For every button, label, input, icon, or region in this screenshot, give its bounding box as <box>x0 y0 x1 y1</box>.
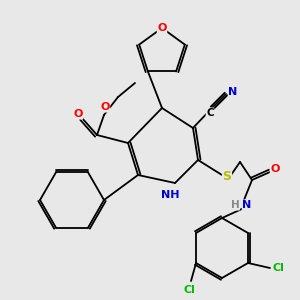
Text: O: O <box>100 102 110 112</box>
Text: N: N <box>242 200 252 210</box>
Text: N: N <box>228 87 238 97</box>
Text: C: C <box>206 108 214 118</box>
Text: H: H <box>231 200 239 210</box>
Text: O: O <box>157 23 167 33</box>
Text: S: S <box>223 170 232 184</box>
Text: O: O <box>270 164 280 174</box>
Text: Cl: Cl <box>183 285 195 295</box>
Text: NH: NH <box>161 190 179 200</box>
Text: O: O <box>73 109 83 119</box>
Text: Cl: Cl <box>272 263 284 273</box>
